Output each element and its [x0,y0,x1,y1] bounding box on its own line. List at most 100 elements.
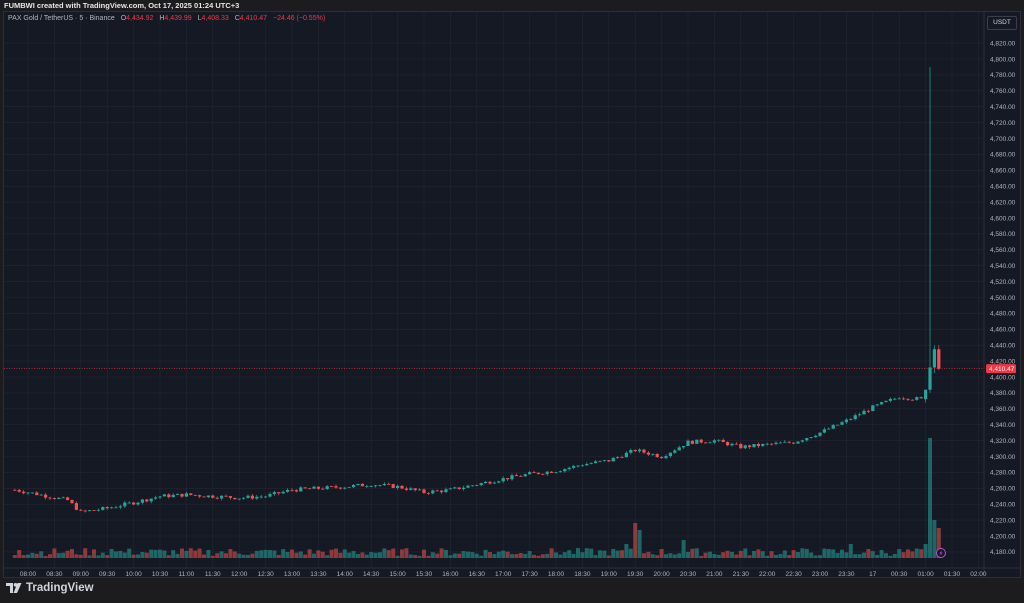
candle [299,486,303,492]
candle-body [682,446,686,448]
price-tick: 4,600.00 [990,215,1016,222]
volume-bar [180,548,184,558]
tradingview-logo[interactable]: TradingView [6,582,94,594]
candle-body [910,399,914,401]
candle-body [114,507,118,509]
volume-bar [307,549,312,558]
candle-body [598,460,602,462]
candle-body [132,502,136,505]
candle-body [136,502,140,505]
volume-bar [690,548,695,558]
candle [506,478,510,481]
volume-bar [369,552,374,558]
candle [448,487,452,490]
candle [919,396,923,399]
candle-body [312,486,316,489]
volume-bar [312,553,316,558]
volume-bar [400,549,404,558]
candle-body [198,495,202,497]
volume-bar [43,555,48,558]
volume-bar [347,552,352,558]
candle [259,494,263,499]
candle [576,465,580,468]
volume-bar [153,549,158,558]
candle-body [74,503,78,510]
candle [140,499,144,505]
candle [110,506,114,509]
price-tick: 4,340.00 [990,422,1016,429]
candle [585,462,589,466]
candle-body [554,472,558,474]
candle [387,482,391,485]
time-tick: 19:30 [627,571,644,578]
candle [677,445,681,451]
volume-bar [70,549,74,558]
volume-bar [215,553,220,558]
volume-bar [699,555,704,558]
time-tick: 23:00 [812,571,829,578]
candle-body [215,497,219,499]
candle [915,396,919,401]
candle [457,487,461,490]
volume-bar [738,550,743,558]
candle [563,468,567,473]
candle-body [61,497,65,499]
volume-bar [606,555,611,558]
price-tick: 4,460.00 [990,327,1016,334]
candle [66,496,70,501]
candle [215,496,219,500]
candle [761,443,765,447]
volume-bar [875,554,880,558]
volume-bar [734,554,739,558]
candle-body [35,492,39,496]
candle [937,345,941,371]
candle [708,441,712,444]
volume-bar [241,554,246,558]
currency-button[interactable]: USDT [987,16,1017,30]
candle [264,495,268,499]
candle [655,453,659,458]
candle-body [897,398,901,400]
alert-lightning-icon[interactable] [936,548,946,558]
time-tick: 20:30 [680,571,697,578]
candle [74,501,78,511]
change-value: −24.46 (−0.55%) [273,15,326,22]
candle [844,418,848,424]
chart-pane[interactable] [3,11,1021,578]
candle [686,439,690,447]
candle-body [299,487,303,492]
volume-bar [532,554,536,558]
candle [39,493,43,496]
candle-body [79,509,83,511]
candle-body [655,454,659,458]
candle [422,488,426,495]
symbol-title[interactable]: PAX Gold / TetherUS · 5 · Binance [8,15,115,22]
candle-body [479,483,483,486]
volume-bar [787,555,792,558]
volume-bar [74,554,79,558]
candle [721,438,725,443]
volume-bar [171,550,176,558]
candle [30,492,34,494]
candle-body [184,493,188,497]
candle [664,454,668,460]
volume-bar [444,549,448,558]
candle [290,488,294,492]
time-tick: 17:30 [521,571,538,578]
candle [382,482,386,486]
candle-body [22,491,26,494]
candle [866,409,870,414]
candle-body [431,490,435,494]
volume-bar [716,554,721,558]
candle [180,493,184,498]
candle-body [44,494,48,498]
volume-bar [136,554,140,558]
candle-body [48,497,52,499]
volume-bar [408,554,413,558]
candle [57,497,61,500]
candle [35,491,39,496]
candle-body [497,481,501,483]
volume-bar [281,549,286,558]
volume-bar [114,551,118,558]
